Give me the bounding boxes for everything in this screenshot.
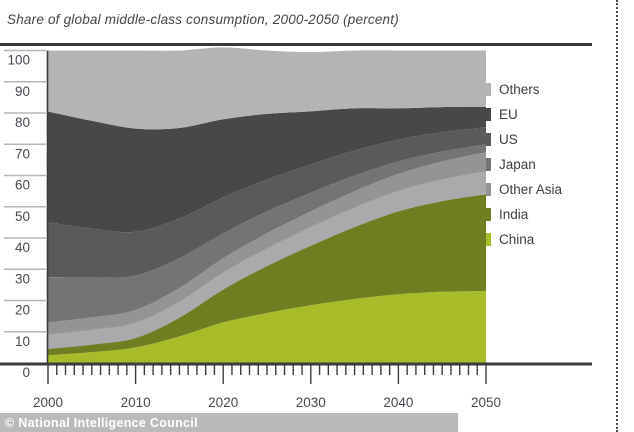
- x-tick-label: 2020: [208, 395, 238, 410]
- y-tick-label: 30: [15, 271, 30, 286]
- y-tick-label: 40: [15, 240, 30, 255]
- y-tick-label: 60: [15, 178, 30, 193]
- y-tick-label: 90: [15, 84, 30, 99]
- credit-bar: © National Intelligence Council: [0, 413, 458, 432]
- legend-swatch-icon: [486, 182, 491, 196]
- dotted-page-edge: [616, 0, 618, 432]
- legend-label: India: [499, 206, 529, 222]
- legend-item-other-asia: Other Asia: [486, 181, 563, 197]
- legend-label: Japan: [499, 156, 536, 172]
- legend-item-japan: Japan: [486, 156, 562, 172]
- x-tick-label: 2050: [471, 395, 501, 410]
- title-rule: [0, 43, 592, 46]
- area-eu: [48, 106, 486, 233]
- legend-label: US: [499, 131, 518, 147]
- legend-item-india: India: [486, 206, 562, 222]
- x-tick-label: 2010: [121, 395, 151, 410]
- legend-label: EU: [499, 106, 518, 122]
- y-tick-label: 0: [22, 365, 30, 380]
- y-tick-label: 50: [15, 209, 30, 224]
- x-tick-label: 2030: [296, 395, 326, 410]
- legend-item-china: China: [486, 231, 562, 247]
- legend-item-eu: EU: [486, 106, 562, 122]
- legend-swatch-icon: [486, 207, 491, 221]
- y-tick-label: 20: [15, 303, 30, 318]
- legend-swatch-icon: [486, 157, 491, 171]
- area-china: [48, 291, 486, 363]
- legend-swatch-icon: [486, 107, 491, 121]
- x-tick-label: 2040: [383, 395, 413, 410]
- legend-swatch-icon: [486, 232, 491, 246]
- area-other-asia-light-edge: [48, 171, 486, 349]
- legend-item-us: US: [486, 131, 562, 147]
- legend-swatch-icon: [486, 132, 491, 146]
- area-india: [48, 194, 486, 356]
- y-tick-label: 80: [15, 115, 30, 130]
- legend-label: Other Asia: [499, 181, 563, 197]
- legend-label: Others: [499, 81, 540, 97]
- chart-title: Share of global middle-class consumption…: [7, 12, 399, 27]
- y-tick-label: 10: [15, 334, 30, 349]
- y-tick-label: 70: [15, 146, 30, 161]
- x-tick-label: 2000: [33, 395, 63, 410]
- legend-swatch-icon: [486, 82, 491, 96]
- area-us: [48, 127, 486, 278]
- legend-label: China: [499, 231, 535, 247]
- legend-item-others: Others: [486, 81, 562, 97]
- credit-text: © National Intelligence Council: [5, 415, 198, 430]
- area-japan: [48, 144, 486, 323]
- chart-legend: Others EU US Japan Other Asia India China: [486, 81, 563, 247]
- y-tick-label: 100: [7, 53, 30, 68]
- area-others: [48, 47, 486, 130]
